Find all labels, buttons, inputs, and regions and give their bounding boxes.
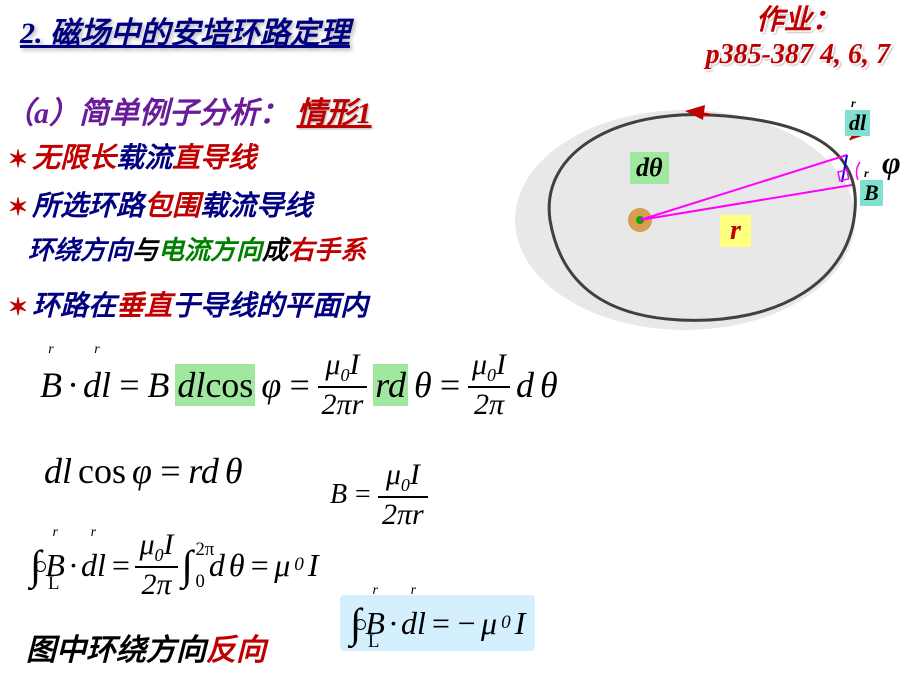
frac1: μ0I 2πr [318,350,368,420]
b3p4: 成 [262,236,288,265]
theta: θ [540,364,558,406]
b3p1: 环绕方向 [28,236,132,265]
b2p3: 载流导线 [200,191,312,222]
b3p3: 电流方向 [158,236,262,265]
equation-2: dlcosφ = rdθ [44,450,243,492]
rd-hl: rd [373,364,408,406]
b3p2: 与 [132,236,158,265]
homework-box: 作业： p385-387 4, 6, 7 [706,4,890,71]
b4p2: 垂直 [116,291,172,322]
dlcos-hl: dlcos [175,364,255,406]
b3p5: 右手系 [288,236,366,265]
dot: · [68,364,77,406]
bullet-1: ✶无限长载流直导线 [8,136,256,176]
section-title: 2. 磁场中的安培环路定理 [20,8,350,52]
B-label: rB [860,180,883,206]
subtitle-prefix: （a）简单例子分析： [4,97,289,130]
oint-icon: ∫L [350,599,361,647]
eq: = [438,364,462,406]
b2p2: 包围 [144,191,200,222]
int-icon: ∫2π0 [182,541,193,589]
star-icon: ✶ [8,195,28,221]
b4p3: 于导线的平面内 [172,291,368,322]
Bvec: B [40,364,62,406]
homework-ref: p385-387 4, 6, 7 [706,38,890,72]
bullet-4: ✶环路在垂直于导线的平面内 [8,284,368,324]
oint-icon: ∫L [30,541,41,589]
theta: θ [414,364,432,406]
caption: 图中环绕方向反向 [26,625,266,669]
eq: = [287,364,311,406]
eq: = [117,364,141,406]
b4p1: 环路在 [32,291,116,322]
homework-label: 作业： [706,4,890,38]
loop-diagram: dθ r rdl rB φ [510,80,910,340]
b1p1: 无限长 [32,143,116,174]
bullet-3: 环绕方向与电流方向成右手系 [28,230,366,267]
frac2: μ0I 2π [468,350,510,420]
B: B [147,364,169,406]
subtitle: （a）简单例子分析： 情形1 [4,88,372,132]
b1p3: 直导线 [172,143,256,174]
r-label: r [720,215,751,247]
b2p1: 所选环路 [32,191,144,222]
subtitle-case: 情形1 [297,97,372,130]
phi-label: φ [882,144,901,181]
bullet-2: ✶所选环路包围载流导线 [8,184,312,224]
equation-3: ∫L B·dl = μ0I 2π ∫2π0 dθ = μ0I [30,530,319,600]
dtheta-label: dθ [630,152,669,184]
d: d [516,364,534,406]
phi: φ [261,364,281,406]
dlvec: dl [83,364,111,406]
star-icon: ✶ [8,295,28,321]
b1p2: 载流 [116,143,172,174]
equation-1: B · dl = B dlcosφ = μ0I 2πr rdθ = μ0I 2π… [40,350,558,420]
equation-4: ∫L B·dl = −μ0I [340,595,535,651]
dl-label: rdl [845,110,870,136]
star-icon: ✶ [8,147,28,173]
equation-2b: B= μ0I 2πr [330,460,428,530]
